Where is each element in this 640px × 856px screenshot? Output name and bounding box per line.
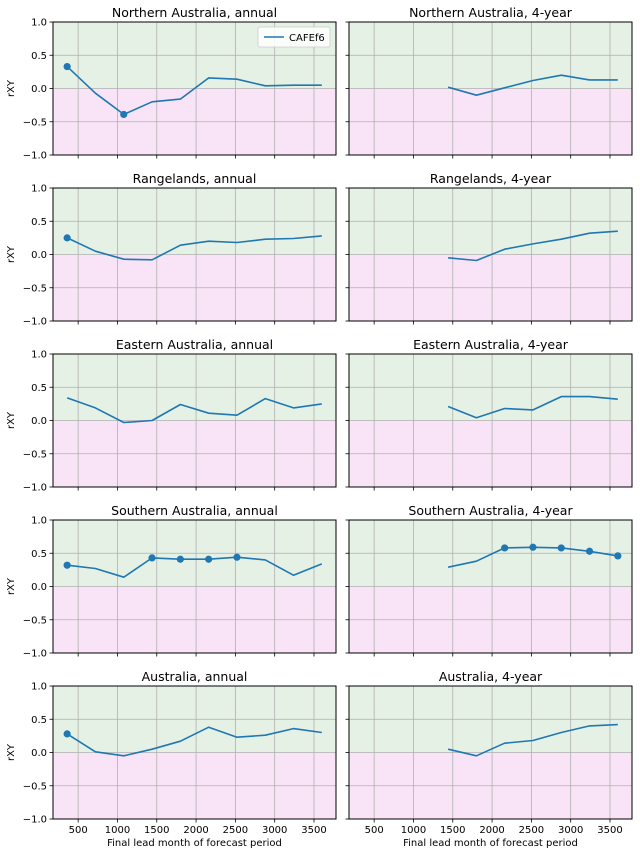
legend: CAFEf6 [257, 26, 331, 48]
series-line-cafef6 [448, 230, 618, 262]
subplot-title: Australia, annual [142, 669, 248, 684]
y-tick-label: 0.0 [31, 582, 47, 593]
x-tick-label: 1500 [144, 825, 169, 836]
subplot-6: Eastern Australia, 4-year [345, 337, 633, 491]
subplot-title: Southern Australia, annual [111, 503, 278, 518]
data-point-marker [585, 547, 594, 555]
y-tick-label: 1.0 [31, 350, 47, 361]
series-line-cafef6 [66, 235, 322, 261]
series-line-cafef6 [67, 556, 323, 579]
data-point-marker [176, 555, 184, 563]
y-tick-label: −0.5 [23, 283, 47, 294]
data-point-marker [501, 544, 509, 552]
subplot-title: Eastern Australia, 4-year [413, 337, 569, 352]
subplot-10: 500 1000 1500 2000 2500 3000 3500 Australia, 4-… [345, 669, 633, 849]
y-tick-label: −1.0 [23, 151, 47, 162]
subplot-5: 1.0 0.5 0.0 −0.5 −1.0 Eastern Australia, annu… [6, 337, 337, 494]
x-tick-label: 2000 [479, 825, 504, 836]
data-point-marker [529, 543, 537, 551]
x-tick-label: 3500 [301, 825, 326, 836]
subplot-8: Southern Australia, 4-year [345, 503, 633, 657]
y-axis-label: rXY [6, 411, 17, 429]
y-tick-label: 0.0 [31, 416, 47, 427]
data-point-marker [557, 544, 565, 552]
x-tick-label: 2500 [223, 825, 248, 836]
y-tick-label: −1.0 [23, 317, 47, 328]
y-tick-label: −0.5 [23, 449, 47, 460]
subplot-title: Rangelands, 4-year [430, 171, 552, 186]
y-tick-label: 1.0 [31, 184, 47, 195]
series-line-cafef6 [447, 74, 618, 96]
subplot-3: 1.0 0.5 0.0 −0.5 −1.0 Rangelands, annual rXY [6, 171, 337, 328]
data-point-marker [63, 561, 71, 569]
x-tick-label: 500 [365, 825, 384, 836]
subplot-title: Southern Australia, 4-year [408, 503, 573, 518]
subplot-7: 1.0 0.5 0.0 −0.5 −1.0 Southern Australia, ann… [6, 503, 337, 660]
x-tick-label: 500 [69, 825, 88, 836]
y-tick-label: 0.5 [31, 51, 47, 62]
subplot-title: Eastern Australia, annual [116, 337, 273, 352]
y-tick-label: 0.0 [31, 84, 47, 95]
y-axis-label: rXY [6, 245, 17, 263]
y-tick-label: −1.0 [23, 483, 47, 494]
y-tick-label: 0.5 [31, 217, 47, 228]
y-tick-label: 1.0 [31, 18, 47, 29]
data-point-marker [148, 554, 156, 562]
x-tick-label: 2500 [519, 825, 544, 836]
x-tick-label: 2000 [183, 825, 208, 836]
x-tick-label: 1000 [105, 825, 130, 836]
x-tick-label: 3000 [262, 825, 287, 836]
subplot-title: Northern Australia, annual [112, 5, 277, 20]
subplot-4: Rangelands, 4-year [345, 171, 633, 325]
y-tick-label: −1.0 [23, 815, 47, 826]
subplot-title: Northern Australia, 4-year [409, 5, 573, 20]
data-point-marker [614, 552, 622, 560]
y-tick-label: 0.5 [31, 715, 47, 726]
data-point-marker [63, 62, 71, 71]
x-axis-label: Final lead month of forecast period [403, 838, 578, 849]
subplot-9: 1.0 0.5 0.0 −0.5 −1.0 500 1000 1500 2000 2500 3000… [6, 669, 337, 849]
y-tick-label: −0.5 [23, 117, 47, 128]
y-tick-label: 0.5 [31, 549, 47, 560]
series-line-cafef6 [66, 726, 322, 757]
data-point-marker [120, 110, 128, 119]
series-line-cafef6 [447, 395, 618, 419]
x-tick-label: 3000 [558, 825, 583, 836]
y-tick-label: 1.0 [31, 682, 47, 693]
y-tick-label: 0.5 [31, 383, 47, 394]
series-line-cafef6 [66, 66, 322, 116]
y-tick-label: −0.5 [23, 781, 47, 792]
y-axis-label: rXY [6, 79, 17, 97]
y-axis-label: rXY [6, 577, 17, 595]
y-tick-label: 0.0 [31, 250, 47, 261]
x-axis-label: Final lead month of forecast period [107, 838, 282, 849]
subplot-2: Northern Australia, 4-year [345, 5, 633, 159]
legend-entry: CAFEf6 [289, 33, 325, 44]
x-tick-label: 3500 [597, 825, 622, 836]
series-line-cafef6 [447, 723, 618, 757]
data-point-marker [233, 553, 241, 561]
y-axis-label: rXY [6, 743, 17, 761]
data-point-marker [63, 730, 71, 738]
y-tick-label: −0.5 [23, 615, 47, 626]
legend-box [257, 26, 331, 48]
x-tick-label: 1500 [440, 825, 465, 836]
subplot-1: 1.0 0.5 0.0 −0.5 −1.0 Northern Australia, ann… [6, 5, 337, 162]
data-point-marker [63, 234, 71, 242]
y-tick-label: 1.0 [31, 516, 47, 527]
y-tick-label: 0.0 [31, 748, 47, 759]
subplot-title: Rangelands, annual [133, 171, 257, 186]
subplot-title: Australia, 4-year [439, 669, 543, 684]
x-tick-label: 1000 [401, 825, 426, 836]
data-point-marker [205, 555, 213, 563]
series-line-cafef6 [66, 397, 322, 424]
y-tick-label: −1.0 [23, 649, 47, 660]
